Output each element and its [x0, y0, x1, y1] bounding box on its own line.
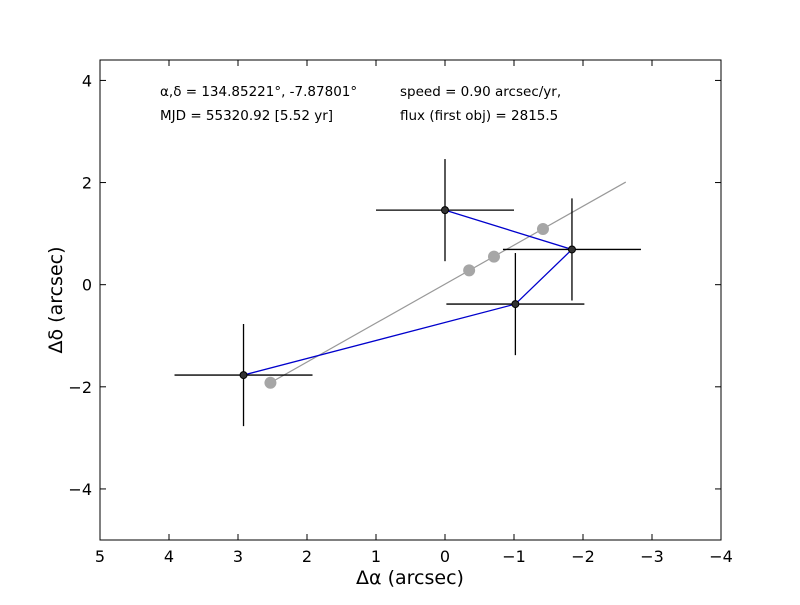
x-tick-label: −2	[571, 547, 595, 566]
predicted-point	[264, 376, 277, 389]
fit-line-group	[270, 181, 627, 384]
annotation-flux: flux (first obj) = 2815.5	[400, 108, 558, 124]
y-tick-label: 0	[82, 276, 92, 295]
observation-point	[239, 371, 248, 380]
x-axis-label: Δα (arcsec)	[356, 567, 464, 589]
x-tick-label: 1	[371, 547, 381, 566]
observation-path-group	[243, 209, 574, 376]
annotation-speed: speed = 0.90 arcsec/yr,	[400, 84, 561, 100]
observation-point	[441, 206, 449, 215]
x-tick-label: −3	[640, 547, 664, 566]
x-tick-label: 0	[440, 547, 450, 566]
x-tick-label: 5	[95, 547, 105, 566]
axis-ticks: 5 4 3 2 1 0 −1 −2 −3 −4 −4 −2 0 2 4	[68, 60, 733, 566]
y-axis-label: Δδ (arcsec)	[45, 246, 67, 353]
y-tick-label: −2	[68, 378, 92, 397]
predicted-point	[487, 250, 500, 263]
x-tick-label: 3	[233, 547, 243, 566]
y-tick-label: 2	[82, 174, 92, 193]
predicted-points-group	[264, 223, 549, 389]
x-tick-label: −1	[502, 547, 526, 566]
plot-frame	[99, 59, 722, 541]
proper-motion-fit-line	[270, 181, 627, 384]
y-tick-label: 4	[82, 71, 92, 90]
plot-area	[99, 59, 722, 541]
observation-point	[567, 245, 576, 254]
y-tick-label: −4	[68, 480, 92, 499]
annotation-mjd: MJD = 55320.92 [5.52 yr]	[160, 108, 333, 124]
observation-points-group	[174, 159, 641, 427]
predicted-point	[536, 223, 549, 236]
predicted-point	[463, 264, 476, 277]
annotation-coords: α,δ = 134.85221°, -7.87801°	[160, 84, 357, 100]
x-tick-label: 4	[164, 547, 174, 566]
x-tick-label: 2	[302, 547, 312, 566]
x-tick-label: −4	[709, 547, 733, 566]
observation-path	[243, 209, 574, 376]
observation-point	[511, 300, 520, 309]
